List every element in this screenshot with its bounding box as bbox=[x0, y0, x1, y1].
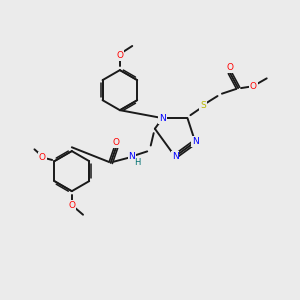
Text: O: O bbox=[112, 138, 119, 147]
Text: N: N bbox=[172, 152, 178, 161]
Text: N: N bbox=[159, 114, 166, 123]
Text: O: O bbox=[39, 153, 46, 162]
Text: N: N bbox=[192, 137, 199, 146]
Text: O: O bbox=[226, 63, 233, 72]
Text: O: O bbox=[68, 201, 75, 210]
Text: S: S bbox=[200, 101, 206, 110]
Text: O: O bbox=[116, 51, 123, 60]
Text: N: N bbox=[128, 152, 135, 161]
Text: O: O bbox=[250, 82, 257, 91]
Text: H: H bbox=[135, 158, 141, 167]
